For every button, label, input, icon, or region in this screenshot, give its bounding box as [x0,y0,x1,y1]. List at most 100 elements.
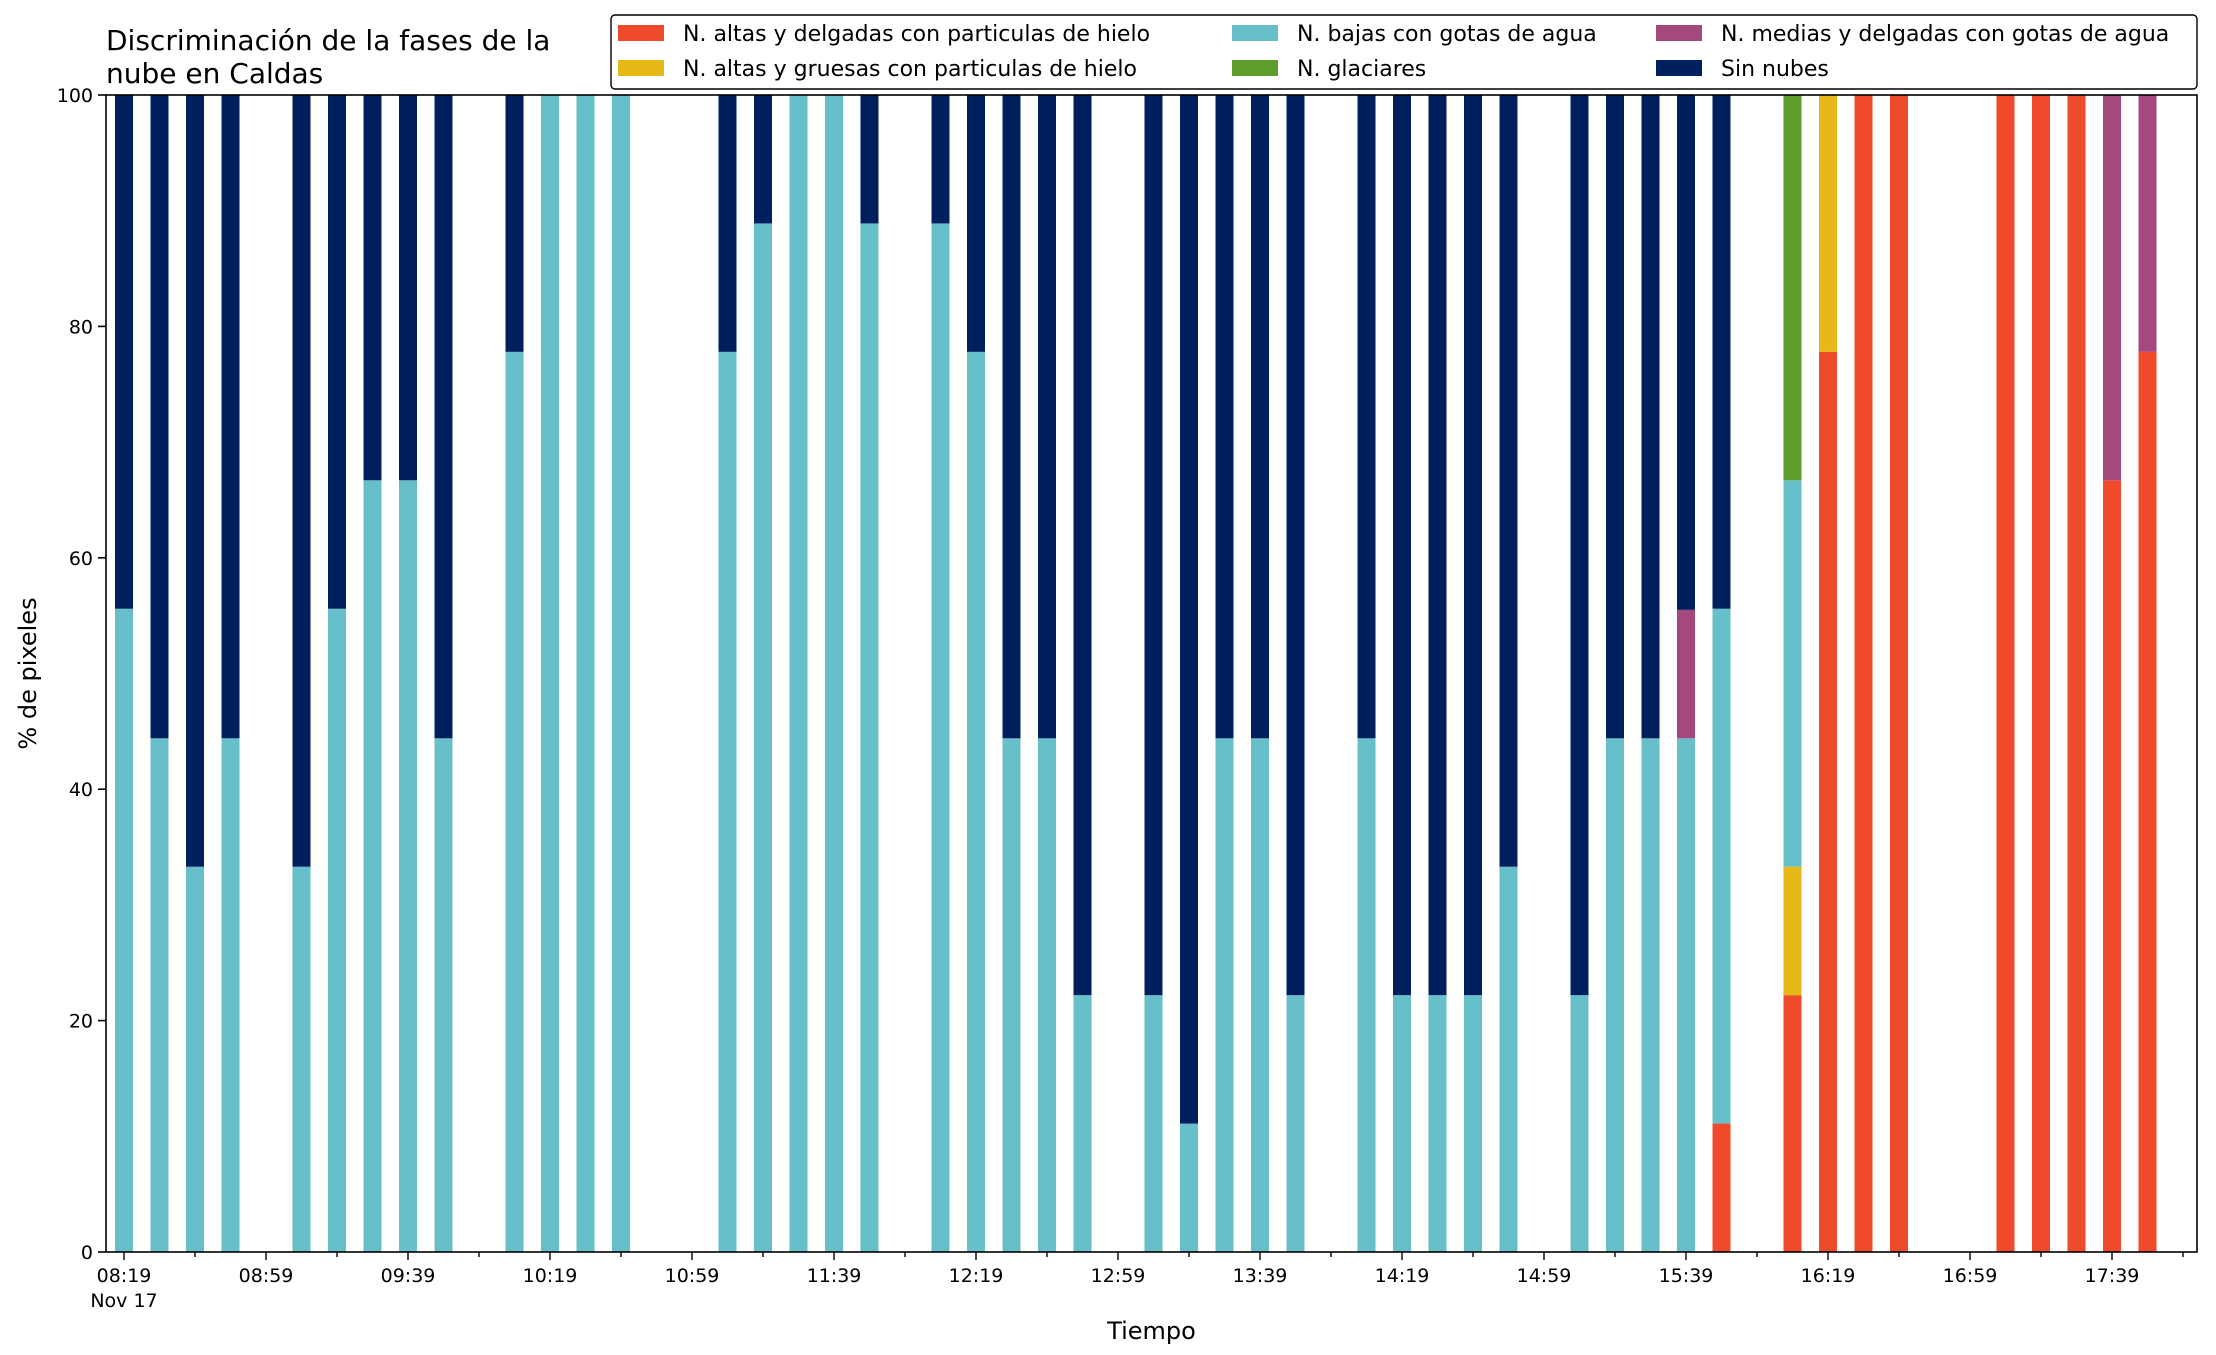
y-axis-label: % de pixeles [14,597,42,749]
y-axis: 0 20 40 60 80 100 [57,85,106,1264]
x-tick-label: 08:59 [239,1265,294,1287]
y-tick-label: 100 [57,85,93,107]
x-tick-label: 14:19 [1375,1265,1430,1287]
bar-26-segment-5 [1251,95,1269,739]
bar-36-segment-2 [1677,738,1695,1252]
chart-title-line-1: Discriminación de la fases de la [106,24,550,57]
bar-45-segment-4 [2103,95,2121,481]
bar-38-segment-3 [1783,95,1802,481]
chart-title: Discriminación de la fases de la nube en… [106,24,550,90]
bar-37-segment-0 [1712,1123,1731,1252]
x-tick-label: 13:39 [1233,1265,1288,1287]
bar-22-segment-2 [1073,995,1092,1252]
bar-35-segment-2 [1641,738,1660,1252]
bar-16-segment-2 [825,95,843,1252]
legend-label: N. medias y delgadas con gotas de agua [1721,22,2169,47]
y-tick-label: 20 [69,1011,93,1033]
bar-13-segment-2 [718,351,737,1253]
bar-46-segment-0 [2138,351,2157,1253]
bar-9-segment-5 [505,95,524,352]
x-tick-label: 17:39 [2085,1265,2140,1287]
bars-layer [115,95,2157,1253]
bar-17-segment-2 [860,223,879,1253]
bar-29-segment-5 [1393,95,1411,996]
bar-45-segment-0 [2103,480,2121,1252]
bar-0-segment-2 [115,608,133,1252]
bar-30-segment-5 [1428,95,1447,996]
bar-34-segment-2 [1606,738,1624,1252]
bar-1-segment-2 [150,738,169,1252]
bar-14-segment-2 [754,223,772,1253]
legend-swatch [1656,25,1702,41]
bar-4-segment-5 [292,95,311,867]
bar-1-segment-5 [150,95,169,739]
y-tick-label: 80 [69,316,93,338]
bar-22-segment-5 [1073,95,1092,996]
bar-23-segment-5 [1144,95,1163,996]
legend-label: N. altas y gruesas con particulas de hie… [683,57,1137,82]
bar-18-segment-2 [931,223,950,1253]
bar-38-segment-2 [1783,480,1802,867]
bar-36-segment-4 [1677,609,1695,739]
x-tick-label: 08:19 [97,1265,152,1287]
bar-31-segment-2 [1464,995,1482,1252]
bar-37-segment-5 [1712,95,1731,609]
bar-34-segment-5 [1606,95,1624,739]
x-tick-label: 09:39 [381,1265,436,1287]
bar-33-segment-5 [1570,95,1589,996]
bar-19-segment-5 [967,95,985,352]
bar-35-segment-5 [1641,95,1660,739]
bar-5-segment-2 [328,608,346,1252]
x-tick-label: 16:19 [1801,1265,1856,1287]
x-tick-label: 12:19 [949,1265,1004,1287]
bar-10-segment-2 [541,95,559,1252]
x-axis-label: Tiempo [1106,1317,1196,1345]
legend-swatch [1232,25,1278,41]
y-tick-label: 40 [69,779,93,801]
bar-39-segment-0 [1819,351,1837,1253]
bar-39-segment-1 [1819,95,1837,352]
bar-4-segment-2 [292,866,311,1252]
y-tick-label: 60 [69,548,93,570]
bar-42-segment-0 [1996,95,2015,1252]
bar-32-segment-5 [1499,95,1518,867]
legend-label: N. glaciares [1297,57,1426,82]
x-axis: 08:19 08:59 09:39 10:19 10:59 11:39 12:19 12:59… [90,1252,2184,1312]
bar-25-segment-5 [1215,95,1234,739]
y-tick-label: 0 [81,1242,93,1264]
bar-29-segment-2 [1393,995,1411,1252]
bar-21-segment-5 [1038,95,1056,739]
legend-swatch [618,25,664,41]
bar-6-segment-5 [363,95,382,481]
bar-3-segment-2 [221,738,240,1252]
bar-43-segment-0 [2032,95,2050,1252]
bar-15-segment-2 [789,95,808,1252]
bar-24-segment-5 [1180,95,1198,1124]
bar-7-segment-5 [399,95,417,481]
bar-30-segment-2 [1428,995,1447,1252]
bar-8-segment-5 [434,95,453,739]
bar-40-segment-0 [1854,95,1873,1252]
bar-38-segment-0 [1783,995,1802,1252]
bar-24-segment-2 [1180,1123,1198,1252]
bar-25-segment-2 [1215,738,1234,1252]
x-tick-label: 16:59 [1943,1265,1998,1287]
bar-8-segment-2 [434,738,453,1252]
x-tick-label: 15:39 [1659,1265,1714,1287]
plot-frame [105,94,2198,1253]
bar-13-segment-5 [718,95,737,352]
bar-38-segment-1 [1783,866,1802,996]
bar-7-segment-2 [399,480,417,1252]
bar-28-segment-2 [1357,738,1376,1252]
bar-32-segment-2 [1499,866,1518,1252]
bar-31-segment-5 [1464,95,1482,996]
bar-5-segment-5 [328,95,346,609]
bar-23-segment-2 [1144,995,1163,1252]
bar-37-segment-2 [1712,608,1731,1124]
bar-21-segment-2 [1038,738,1056,1252]
x-tick-label: 10:19 [523,1265,578,1287]
x-tick-label: 10:59 [665,1265,720,1287]
x-tick-label: 12:59 [1091,1265,1146,1287]
bar-11-segment-2 [576,95,595,1252]
